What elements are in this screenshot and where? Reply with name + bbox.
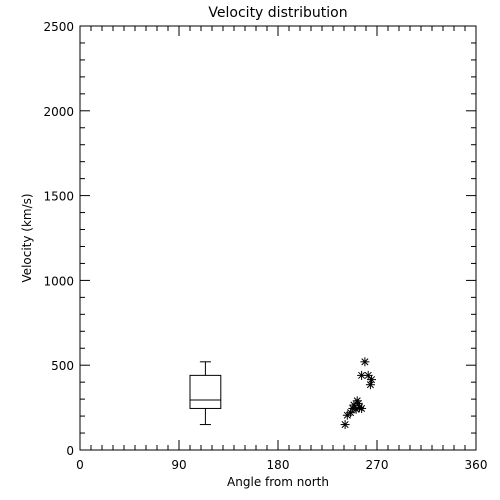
- data-point: [367, 375, 376, 385]
- y-tick-label: 2500: [43, 20, 74, 34]
- data-point-stroke: [364, 371, 372, 379]
- data-point-stroke: [341, 421, 349, 429]
- y-axis-label: Velocity (km/s): [20, 193, 34, 282]
- x-tick-label: 0: [76, 458, 84, 472]
- y-tick-label: 500: [51, 359, 74, 373]
- axis-ticks: [79, 25, 477, 451]
- data-point-stroke: [366, 381, 374, 389]
- data-points: [340, 357, 376, 430]
- axis-tick-labels: 0 90 180 270 360 0 500 1000 1500 2000 2500: [43, 20, 487, 472]
- y-tick-label: 0: [66, 444, 74, 458]
- data-point-stroke: [354, 399, 362, 407]
- x-tick-label: 180: [267, 458, 290, 472]
- data-point: [357, 403, 367, 413]
- data-point: [360, 357, 370, 367]
- data-point-stroke: [358, 371, 366, 379]
- data-point: [357, 370, 367, 380]
- data-point: [365, 380, 375, 390]
- data-point-stroke: [367, 376, 376, 384]
- y-tick-label: 1000: [43, 274, 74, 288]
- y-tick-label: 1500: [43, 190, 74, 204]
- data-point: [340, 420, 350, 430]
- data-point: [346, 408, 356, 418]
- plot-frame: [79, 25, 477, 451]
- x-tick-label: 270: [366, 458, 389, 472]
- x-tick-label: 360: [465, 458, 488, 472]
- y-tick-label: 2000: [43, 105, 74, 119]
- data-point-stroke: [358, 404, 366, 412]
- chart-title: Velocity distribution: [208, 5, 347, 21]
- x-tick-label: 90: [171, 458, 186, 472]
- data-point-stroke: [361, 358, 369, 366]
- x-axis-label: Angle from north: [227, 475, 329, 489]
- boxplot: [189, 361, 222, 426]
- boxplot-box: [189, 374, 222, 409]
